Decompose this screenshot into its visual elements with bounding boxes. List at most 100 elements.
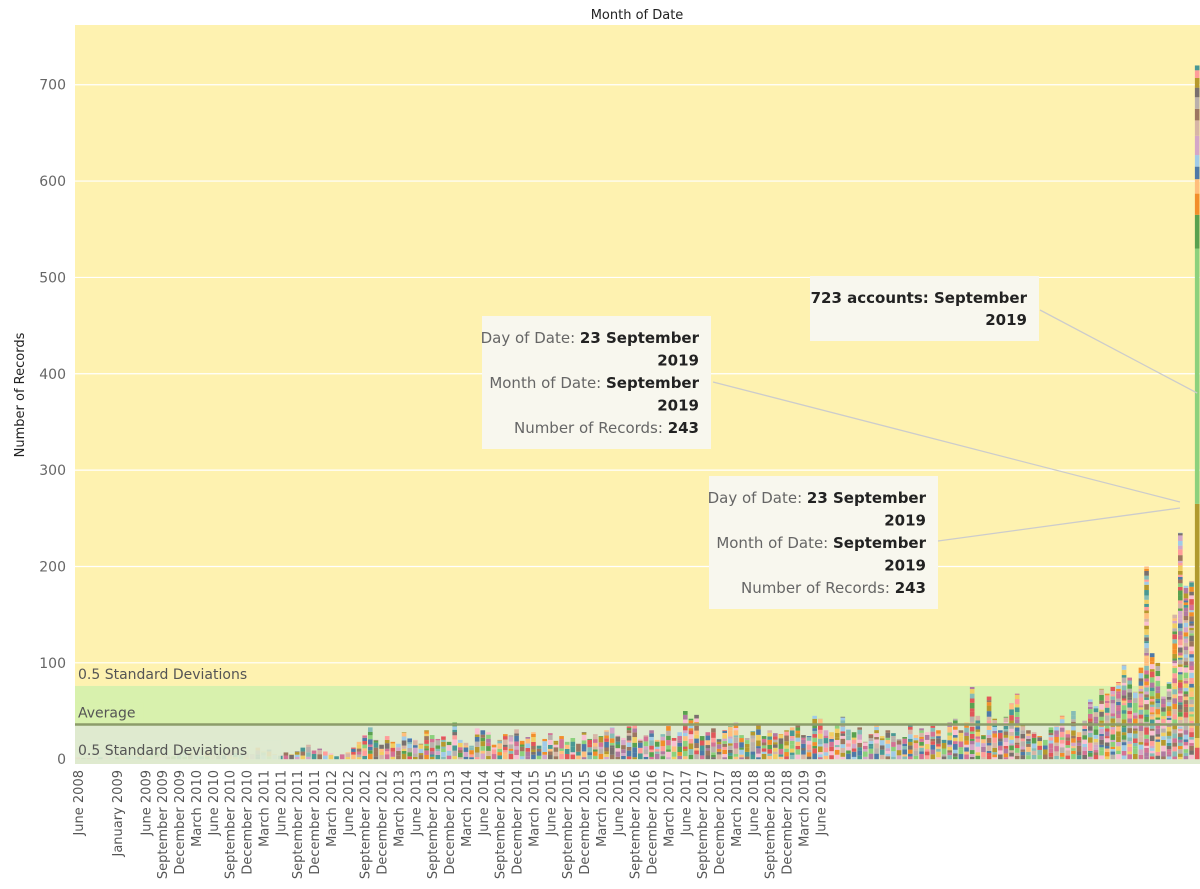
bar[interactable]	[396, 743, 401, 760]
bar[interactable]	[351, 747, 356, 760]
bar[interactable]	[761, 736, 767, 760]
bar[interactable]	[368, 727, 373, 760]
bar[interactable]	[789, 727, 795, 760]
bar[interactable]	[694, 714, 699, 760]
bar[interactable]	[1059, 715, 1065, 760]
bar[interactable]	[936, 730, 941, 760]
bar[interactable]	[486, 732, 491, 760]
bar[interactable]	[604, 730, 609, 760]
bar[interactable]	[598, 736, 604, 760]
bar[interactable]	[1189, 580, 1194, 760]
bar[interactable]	[407, 737, 412, 760]
bar[interactable]	[1048, 727, 1054, 760]
bar[interactable]	[345, 752, 351, 760]
bar[interactable]	[469, 745, 474, 760]
bar[interactable]	[705, 732, 711, 760]
bar[interactable]	[294, 751, 300, 760]
bar[interactable]	[356, 741, 362, 760]
bar[interactable]	[924, 732, 930, 760]
bar[interactable]	[1043, 739, 1048, 760]
bar[interactable]	[688, 718, 694, 760]
bar[interactable]	[463, 742, 469, 760]
bar[interactable]	[913, 735, 919, 760]
bar[interactable]	[711, 728, 716, 760]
bar[interactable]	[1093, 706, 1099, 760]
bar[interactable]	[503, 734, 508, 760]
bar[interactable]	[643, 735, 649, 760]
bar[interactable]	[896, 738, 902, 760]
bar[interactable]	[1194, 65, 1200, 760]
bar[interactable]	[1161, 696, 1166, 760]
bar[interactable]	[998, 730, 1003, 760]
bar[interactable]	[1071, 711, 1076, 760]
bar[interactable]	[328, 753, 334, 760]
bar[interactable]	[576, 743, 581, 760]
bar[interactable]	[767, 730, 772, 760]
bar[interactable]	[626, 726, 632, 760]
bar[interactable]	[908, 725, 913, 760]
bar[interactable]	[1121, 664, 1127, 760]
bar[interactable]	[638, 738, 643, 760]
bar[interactable]	[458, 739, 463, 760]
bar[interactable]	[1009, 703, 1014, 760]
bar[interactable]	[384, 736, 390, 760]
bar[interactable]	[857, 727, 862, 760]
bar[interactable]	[823, 730, 829, 760]
bar[interactable]	[587, 738, 592, 760]
bar[interactable]	[1026, 730, 1031, 760]
bar[interactable]	[401, 732, 407, 760]
bar[interactable]	[846, 729, 851, 760]
bar[interactable]	[548, 733, 553, 760]
bar[interactable]	[1054, 726, 1059, 760]
bar[interactable]	[446, 741, 452, 760]
bar[interactable]	[756, 725, 761, 760]
bar[interactable]	[289, 754, 294, 760]
bar[interactable]	[1172, 614, 1177, 760]
bar[interactable]	[452, 722, 457, 760]
bar[interactable]	[362, 735, 367, 760]
bar[interactable]	[818, 718, 823, 760]
bar[interactable]	[1155, 662, 1161, 760]
bar[interactable]	[418, 743, 424, 760]
bar[interactable]	[609, 727, 615, 760]
bar[interactable]	[812, 715, 817, 760]
bar[interactable]	[716, 738, 722, 760]
bar[interactable]	[834, 725, 840, 760]
bar[interactable]	[919, 728, 924, 760]
bar[interactable]	[851, 732, 857, 760]
bar[interactable]	[660, 734, 666, 760]
bar[interactable]	[1088, 699, 1093, 760]
bar[interactable]	[969, 686, 975, 760]
bar[interactable]	[474, 728, 480, 760]
bar[interactable]	[621, 737, 626, 760]
bar[interactable]	[441, 736, 446, 760]
bar[interactable]	[1110, 686, 1116, 760]
bar[interactable]	[874, 725, 879, 760]
bar[interactable]	[1166, 682, 1172, 760]
bar[interactable]	[1020, 724, 1026, 760]
bar[interactable]	[542, 738, 547, 760]
bar[interactable]	[306, 744, 311, 760]
bar[interactable]	[519, 740, 525, 760]
bar[interactable]	[508, 735, 514, 760]
bar[interactable]	[801, 735, 806, 760]
bar[interactable]	[733, 722, 739, 760]
bar[interactable]	[491, 744, 497, 760]
bar[interactable]	[390, 741, 396, 760]
bar[interactable]	[615, 735, 621, 760]
bar[interactable]	[902, 737, 907, 760]
bar[interactable]	[947, 722, 952, 760]
bar[interactable]	[536, 745, 542, 760]
bar[interactable]	[1104, 693, 1110, 760]
bar[interactable]	[334, 756, 339, 760]
bar[interactable]	[559, 736, 564, 760]
bar[interactable]	[581, 732, 587, 760]
bar[interactable]	[1014, 693, 1020, 760]
bar[interactable]	[1082, 720, 1087, 760]
bar[interactable]	[744, 737, 750, 760]
bar[interactable]	[728, 726, 733, 760]
bar[interactable]	[699, 736, 705, 760]
bar[interactable]	[553, 740, 559, 760]
bar[interactable]	[429, 735, 435, 760]
bar[interactable]	[480, 730, 486, 760]
